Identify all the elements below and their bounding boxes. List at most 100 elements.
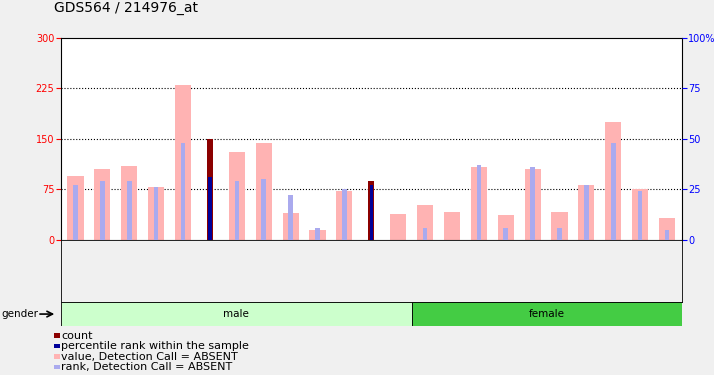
Bar: [336, 191, 353, 240]
Text: GDS564 / 214976_at: GDS564 / 214976_at: [54, 1, 198, 15]
Text: GSM19200: GSM19200: [286, 245, 295, 290]
Bar: [471, 167, 487, 240]
Text: GSM19208: GSM19208: [501, 242, 511, 287]
Text: gender: gender: [1, 309, 39, 319]
Bar: [100, 181, 105, 240]
Text: GSM19195: GSM19195: [151, 245, 161, 290]
Text: GSM19192: GSM19192: [71, 245, 80, 290]
Text: female: female: [529, 309, 565, 319]
Bar: [235, 181, 239, 240]
Bar: [370, 185, 373, 240]
Bar: [288, 195, 293, 240]
Text: GSM19203: GSM19203: [367, 242, 376, 287]
Text: GSM19206: GSM19206: [448, 242, 456, 287]
Bar: [67, 176, 84, 240]
Text: GSM19209: GSM19209: [528, 242, 537, 287]
Bar: [127, 181, 131, 240]
Bar: [498, 215, 514, 240]
Text: rank, Detection Call = ABSENT: rank, Detection Call = ABSENT: [61, 362, 233, 372]
Text: GSM19194: GSM19194: [125, 242, 134, 287]
Bar: [503, 228, 508, 240]
Bar: [605, 122, 621, 240]
Bar: [154, 188, 159, 240]
Text: GSM19197: GSM19197: [206, 245, 214, 290]
Bar: [531, 167, 535, 240]
Text: GSM19197: GSM19197: [206, 242, 214, 287]
Bar: [148, 188, 164, 240]
Text: GSM19196: GSM19196: [178, 242, 188, 287]
Text: GSM19210: GSM19210: [555, 242, 564, 287]
Text: GSM19209: GSM19209: [528, 245, 537, 290]
Text: GSM19213: GSM19213: [635, 245, 645, 290]
Text: GSM19201: GSM19201: [313, 245, 322, 290]
Bar: [423, 228, 427, 240]
Text: GSM19214: GSM19214: [663, 245, 672, 290]
Bar: [74, 185, 78, 240]
Bar: [476, 165, 481, 240]
Bar: [638, 191, 643, 240]
Bar: [390, 214, 406, 240]
Text: GSM19199: GSM19199: [259, 242, 268, 287]
Text: GSM19207: GSM19207: [474, 242, 483, 287]
Bar: [632, 189, 648, 240]
Bar: [181, 143, 186, 240]
Bar: [417, 205, 433, 240]
Text: GSM19211: GSM19211: [582, 245, 591, 290]
Text: GSM19203: GSM19203: [367, 245, 376, 290]
Bar: [61, 302, 412, 326]
Bar: [611, 143, 615, 240]
Bar: [584, 185, 588, 240]
Bar: [94, 169, 111, 240]
Bar: [316, 228, 320, 240]
Bar: [283, 213, 298, 240]
Text: GSM19200: GSM19200: [286, 242, 295, 287]
Text: GSM19196: GSM19196: [178, 245, 188, 290]
Text: count: count: [61, 331, 93, 340]
Bar: [444, 211, 460, 240]
Text: GSM19214: GSM19214: [663, 242, 672, 287]
Bar: [175, 85, 191, 240]
Text: GSM19206: GSM19206: [448, 245, 456, 290]
Text: GSM19198: GSM19198: [232, 245, 241, 290]
Text: GSM19211: GSM19211: [582, 242, 591, 287]
Text: GSM19195: GSM19195: [151, 242, 161, 287]
Text: GSM19202: GSM19202: [340, 245, 349, 290]
Text: GSM19204: GSM19204: [393, 242, 403, 287]
Text: GSM19207: GSM19207: [474, 245, 483, 290]
Text: GSM19201: GSM19201: [313, 242, 322, 287]
Text: GSM19199: GSM19199: [259, 245, 268, 290]
Text: GSM19194: GSM19194: [125, 245, 134, 290]
Bar: [557, 228, 562, 240]
Text: percentile rank within the sample: percentile rank within the sample: [61, 341, 249, 351]
Text: GSM19212: GSM19212: [609, 242, 618, 287]
Bar: [342, 189, 347, 240]
Text: GSM19208: GSM19208: [501, 245, 511, 290]
Bar: [578, 184, 595, 240]
Text: GSM19192: GSM19192: [71, 242, 80, 287]
Text: GSM19205: GSM19205: [421, 242, 430, 287]
Text: value, Detection Call = ABSENT: value, Detection Call = ABSENT: [61, 352, 238, 362]
Text: GSM19193: GSM19193: [98, 242, 107, 287]
Bar: [256, 144, 272, 240]
Bar: [368, 181, 374, 240]
Bar: [228, 152, 245, 240]
Text: GSM19193: GSM19193: [98, 245, 107, 290]
Text: GSM19202: GSM19202: [340, 242, 349, 287]
Text: GSM19205: GSM19205: [421, 245, 430, 290]
Bar: [208, 177, 212, 240]
Bar: [665, 230, 669, 240]
Bar: [369, 185, 373, 240]
Text: GSM19212: GSM19212: [609, 245, 618, 290]
Bar: [208, 177, 212, 240]
Bar: [525, 169, 540, 240]
Bar: [207, 139, 213, 240]
Bar: [412, 302, 682, 326]
Bar: [309, 230, 326, 240]
Text: GSM19198: GSM19198: [232, 242, 241, 287]
Bar: [261, 179, 266, 240]
Bar: [121, 166, 137, 240]
Text: GSM19204: GSM19204: [393, 245, 403, 290]
Text: male: male: [223, 309, 249, 319]
Text: GSM19213: GSM19213: [635, 242, 645, 287]
Bar: [659, 218, 675, 240]
